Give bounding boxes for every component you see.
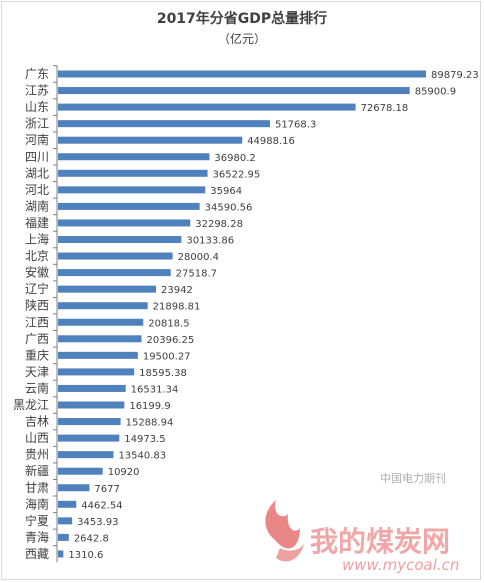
value-label: 15288.94 (126, 418, 174, 429)
chart-title: 2017年分省GDP总量排行 (156, 11, 328, 27)
category-label: 安徽 (25, 265, 49, 280)
value-label: 34590.56 (205, 202, 253, 213)
category-label: 浙江 (25, 117, 49, 131)
bar (58, 169, 208, 177)
watermark-url-text: www.mycoal.cn (342, 556, 460, 574)
value-label: 35964 (210, 186, 242, 197)
value-label: 7677 (94, 484, 119, 495)
category-label: 福建 (25, 215, 49, 230)
bar (58, 120, 270, 128)
category-label: 陕西 (25, 298, 49, 313)
value-label: 19500.27 (143, 351, 191, 362)
category-label: 四川 (25, 150, 49, 164)
value-label: 32298.28 (195, 219, 243, 230)
bar (58, 285, 157, 293)
category-label: 吉林 (25, 415, 49, 429)
category-label: 山西 (25, 431, 49, 445)
value-label: 3453.93 (77, 517, 118, 528)
category-label: 辽宁 (25, 281, 49, 296)
bar (58, 318, 144, 326)
category-label: 海南 (25, 496, 49, 511)
bar (58, 484, 90, 492)
bar (58, 202, 200, 210)
category-label: 黑龙江 (13, 398, 49, 412)
category-label: 西藏 (25, 547, 49, 561)
category-label: 天津 (25, 365, 49, 379)
bar (58, 103, 356, 111)
value-label: 2642.8 (74, 533, 109, 544)
category-label: 青海 (25, 529, 49, 544)
chart-subtitle: （亿元） (217, 32, 266, 46)
category-label: 湖南 (25, 198, 49, 213)
bar (58, 451, 114, 459)
bar (58, 252, 173, 260)
value-label: 16531.34 (131, 384, 179, 395)
category-label: 新疆 (25, 463, 49, 478)
category-label: 贵州 (25, 448, 49, 462)
bar (58, 269, 171, 277)
value-label: 36522.95 (213, 169, 261, 180)
value-label: 21898.81 (153, 302, 201, 313)
watermark-brand-text: 我的煤炭网 (310, 525, 451, 558)
bar (58, 236, 182, 243)
bar (58, 136, 243, 144)
category-label: 山东 (25, 100, 49, 114)
bar (58, 517, 73, 525)
category-label: 广东 (25, 67, 49, 81)
bar (58, 368, 135, 376)
bar (58, 70, 426, 78)
value-label: 30133.86 (186, 236, 234, 247)
value-label: 20396.25 (147, 335, 195, 346)
bar (58, 434, 120, 442)
watermark-source-text: 中国电力期刊 (380, 472, 446, 485)
bar (58, 153, 210, 161)
value-label: 18595.38 (139, 368, 187, 379)
value-label: 13540.83 (118, 451, 166, 462)
value-label: 89879.23 (431, 70, 479, 81)
category-label: 河北 (25, 183, 49, 197)
bar (58, 302, 148, 310)
bar (58, 87, 410, 95)
value-label: 44988.16 (247, 136, 295, 147)
category-label: 重庆 (25, 348, 49, 362)
value-label: 27518.7 (176, 269, 217, 280)
value-label: 10920 (108, 467, 140, 478)
category-label: 湖北 (25, 165, 49, 180)
category-label: 江苏 (25, 84, 49, 98)
value-label: 14973.5 (124, 434, 165, 445)
value-label: 28000.4 (178, 252, 219, 263)
value-label: 16199.9 (129, 401, 170, 412)
bar (58, 533, 69, 541)
value-label: 36980.2 (214, 153, 255, 164)
category-label: 云南 (25, 380, 49, 395)
bar (58, 186, 206, 194)
category-label: 江西 (25, 315, 49, 329)
category-label: 广西 (25, 332, 49, 346)
category-label: 宁夏 (25, 513, 49, 528)
value-label: 20818.5 (148, 318, 189, 329)
bar (58, 384, 126, 392)
bar (58, 401, 125, 409)
bar (58, 335, 142, 343)
value-label: 1310.6 (68, 550, 103, 561)
bar (58, 351, 138, 359)
value-label: 85900.9 (415, 87, 456, 98)
bar (58, 219, 191, 227)
bar (58, 500, 77, 508)
bar (58, 467, 103, 475)
value-label: 72678.18 (361, 103, 409, 114)
value-label: 51768.3 (275, 120, 316, 131)
category-label: 甘肃 (25, 481, 49, 495)
bar (58, 550, 64, 558)
category-label: 上海 (25, 232, 49, 247)
value-label: 4462.54 (81, 500, 122, 511)
category-label: 河南 (25, 132, 49, 147)
bar (58, 418, 121, 426)
category-label: 北京 (25, 249, 49, 263)
value-label: 23942 (161, 285, 193, 296)
